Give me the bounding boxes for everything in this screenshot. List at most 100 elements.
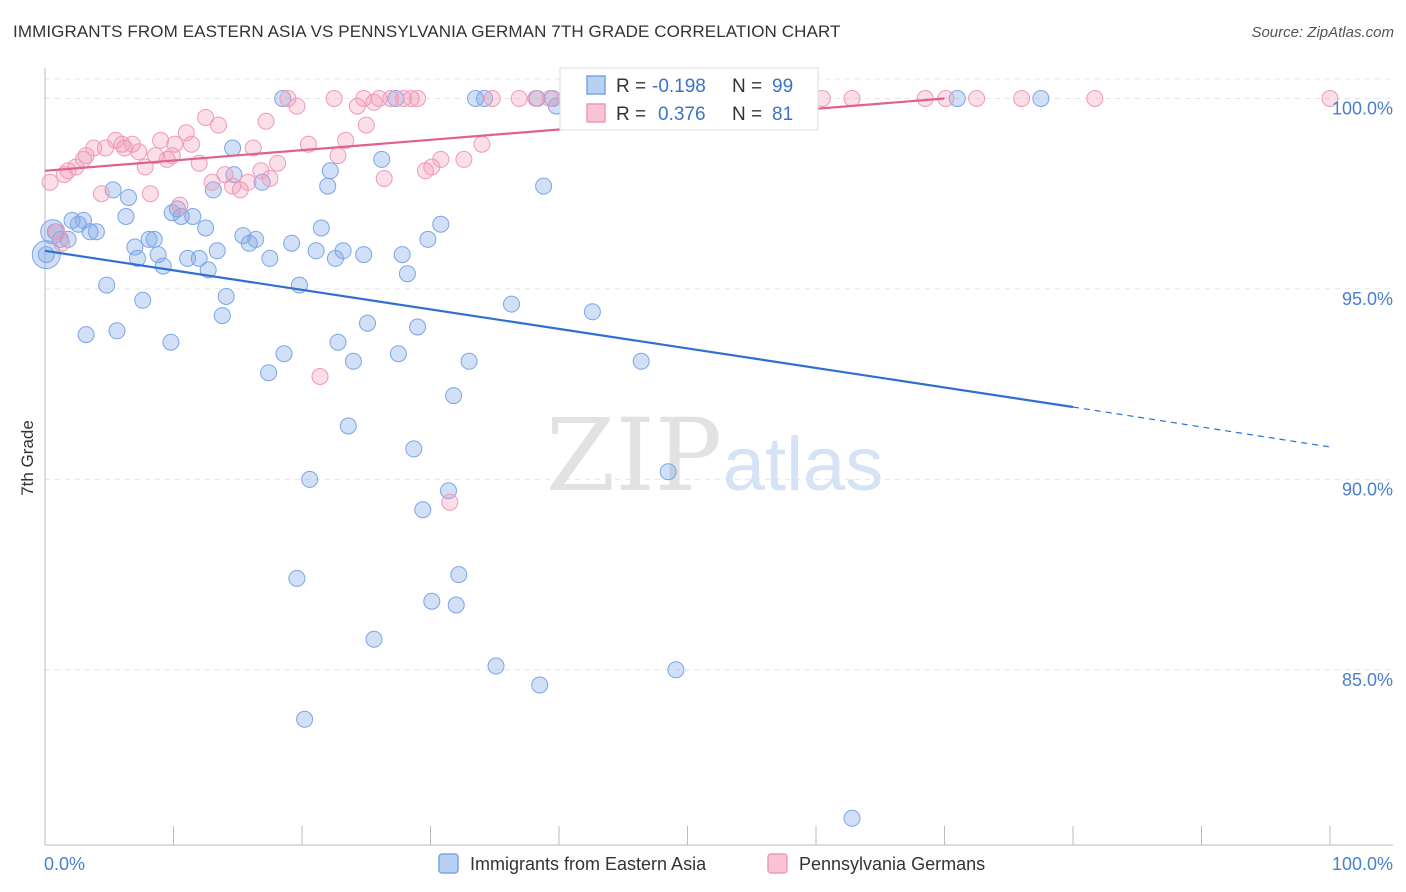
point-eastern-asia: [129, 249, 146, 267]
point-pennsylvania-german: [541, 90, 559, 107]
point-eastern-asia: [405, 440, 423, 458]
point-eastern-asia: [98, 276, 116, 294]
point-pennsylvania-german: [382, 90, 400, 107]
point-eastern-asia: [419, 230, 437, 248]
legend-label-pennsylvania: Pennsylvania Germans: [799, 854, 985, 874]
point-pennsylvania-german: [432, 150, 450, 168]
point-eastern-asia: [339, 417, 357, 435]
point-pennsylvania-german: [116, 139, 134, 157]
point-pennsylvania-german: [968, 90, 986, 107]
point-pennsylvania-german: [1086, 90, 1104, 107]
point-eastern-asia: [217, 288, 235, 305]
stats-swatch-pennsylvania: [586, 103, 606, 123]
stats-r-value-eastern-asia: -0.198: [652, 76, 706, 97]
point-eastern-asia: [140, 230, 158, 248]
y-axis-label: 7th Grade: [18, 420, 37, 496]
point-eastern-asia: [843, 809, 861, 827]
point-eastern-asia: [365, 630, 383, 648]
x-tick-label-max: 100.0%: [1332, 854, 1393, 874]
point-eastern-asia: [296, 710, 314, 728]
point-pennsylvania-german: [409, 90, 427, 107]
point-pennsylvania-german: [299, 135, 317, 153]
point-eastern-asia: [145, 230, 163, 248]
stats-n-value-pennsylvania: 81: [772, 104, 793, 125]
point-pennsylvania-german: [337, 131, 355, 149]
point-eastern-asia: [312, 219, 330, 237]
point-pennsylvania-german: [261, 170, 279, 187]
stats-n-label: N =: [732, 76, 762, 97]
chart-title: IMMIGRANTS FROM EASTERN ASIA VS PENNSYLV…: [13, 22, 841, 41]
point-eastern-asia: [301, 470, 319, 488]
point-pennsylvania-german: [166, 135, 184, 153]
point-pennsylvania-german: [93, 185, 110, 203]
point-eastern-asia: [120, 189, 137, 206]
point-eastern-asia: [450, 566, 468, 584]
point-eastern-asia: [319, 177, 337, 195]
stats-r-label: R =: [616, 104, 646, 125]
point-eastern-asia: [179, 249, 197, 267]
point-pennsylvania-german: [48, 223, 66, 241]
point-eastern-asia: [274, 90, 292, 107]
point-eastern-asia: [213, 307, 231, 325]
stats-n-label: N =: [732, 104, 762, 125]
point-eastern-asia: [423, 592, 441, 610]
point-eastern-asia: [409, 318, 427, 336]
point-eastern-asia: [184, 208, 202, 225]
point-pennsylvania-german: [41, 173, 59, 191]
legend-swatch-eastern-asia: [438, 853, 459, 874]
point-pennsylvania-german: [59, 162, 77, 180]
point-eastern-asia: [373, 150, 391, 168]
y-tick-label: 85.0%: [1342, 670, 1393, 690]
trend-line-eastern-asia-extrapolated: [1072, 406, 1331, 448]
legend-swatch-pennsylvania: [767, 853, 788, 874]
point-pennsylvania-german: [843, 90, 861, 107]
point-eastern-asia: [467, 90, 484, 107]
x-tick-label-min: 0.0%: [44, 854, 85, 874]
point-pennsylvania-german: [1013, 90, 1031, 107]
watermark-zip: ZIP: [546, 397, 722, 514]
point-pennsylvania-german: [183, 135, 200, 153]
point-eastern-asia: [197, 219, 215, 237]
point-pennsylvania-german: [1321, 90, 1339, 107]
stats-swatch-eastern-asia: [586, 75, 606, 95]
point-pennsylvania-german: [239, 173, 257, 191]
point-eastern-asia: [535, 177, 553, 195]
point-pennsylvania-german: [355, 90, 373, 107]
point-pennsylvania-german: [357, 116, 375, 134]
point-eastern-asia: [531, 676, 549, 694]
trend-line-eastern-asia: [44, 249, 1074, 409]
point-eastern-asia-cluster: [31, 240, 61, 270]
stats-r-value-pennsylvania: 0.376: [658, 104, 706, 125]
y-tick-label: 95.0%: [1342, 289, 1393, 309]
point-pennsylvania-german: [244, 139, 262, 157]
grid-lines: [45, 78, 1393, 671]
point-pennsylvania-german: [375, 170, 393, 187]
point-eastern-asia: [389, 345, 407, 363]
stats-legend: R = -0.198 N = 99 R = 0.376 N = 81: [559, 67, 819, 131]
point-eastern-asia: [260, 364, 278, 382]
y-tick-labels: 85.0% 90.0% 95.0% 100.0%: [1332, 98, 1393, 689]
point-eastern-asia: [432, 215, 450, 233]
point-pennsylvania-german: [311, 368, 329, 385]
point-pennsylvania-german: [269, 154, 287, 172]
source-label: Source: ZipAtlas.com: [1251, 24, 1394, 41]
point-pennsylvania-german: [325, 90, 343, 107]
point-pennsylvania-german: [197, 109, 215, 126]
point-pennsylvania-german: [257, 112, 275, 130]
point-eastern-asia: [283, 234, 301, 252]
y-tick-label: 90.0%: [1342, 479, 1393, 499]
point-pennsylvania-german: [210, 116, 227, 134]
point-eastern-asia: [359, 314, 376, 332]
point-pennsylvania-german: [370, 90, 388, 107]
point-eastern-asia: [77, 326, 95, 344]
point-eastern-asia: [117, 208, 135, 225]
point-pennsylvania-german: [177, 124, 195, 142]
stats-r-label: R =: [616, 76, 646, 97]
point-eastern-asia: [224, 139, 242, 157]
point-pennsylvania-german: [527, 90, 545, 107]
point-eastern-asia: [398, 265, 416, 283]
y-tick-label: 100.0%: [1332, 98, 1393, 118]
point-eastern-asia: [154, 257, 172, 275]
point-eastern-asia: [162, 333, 180, 351]
